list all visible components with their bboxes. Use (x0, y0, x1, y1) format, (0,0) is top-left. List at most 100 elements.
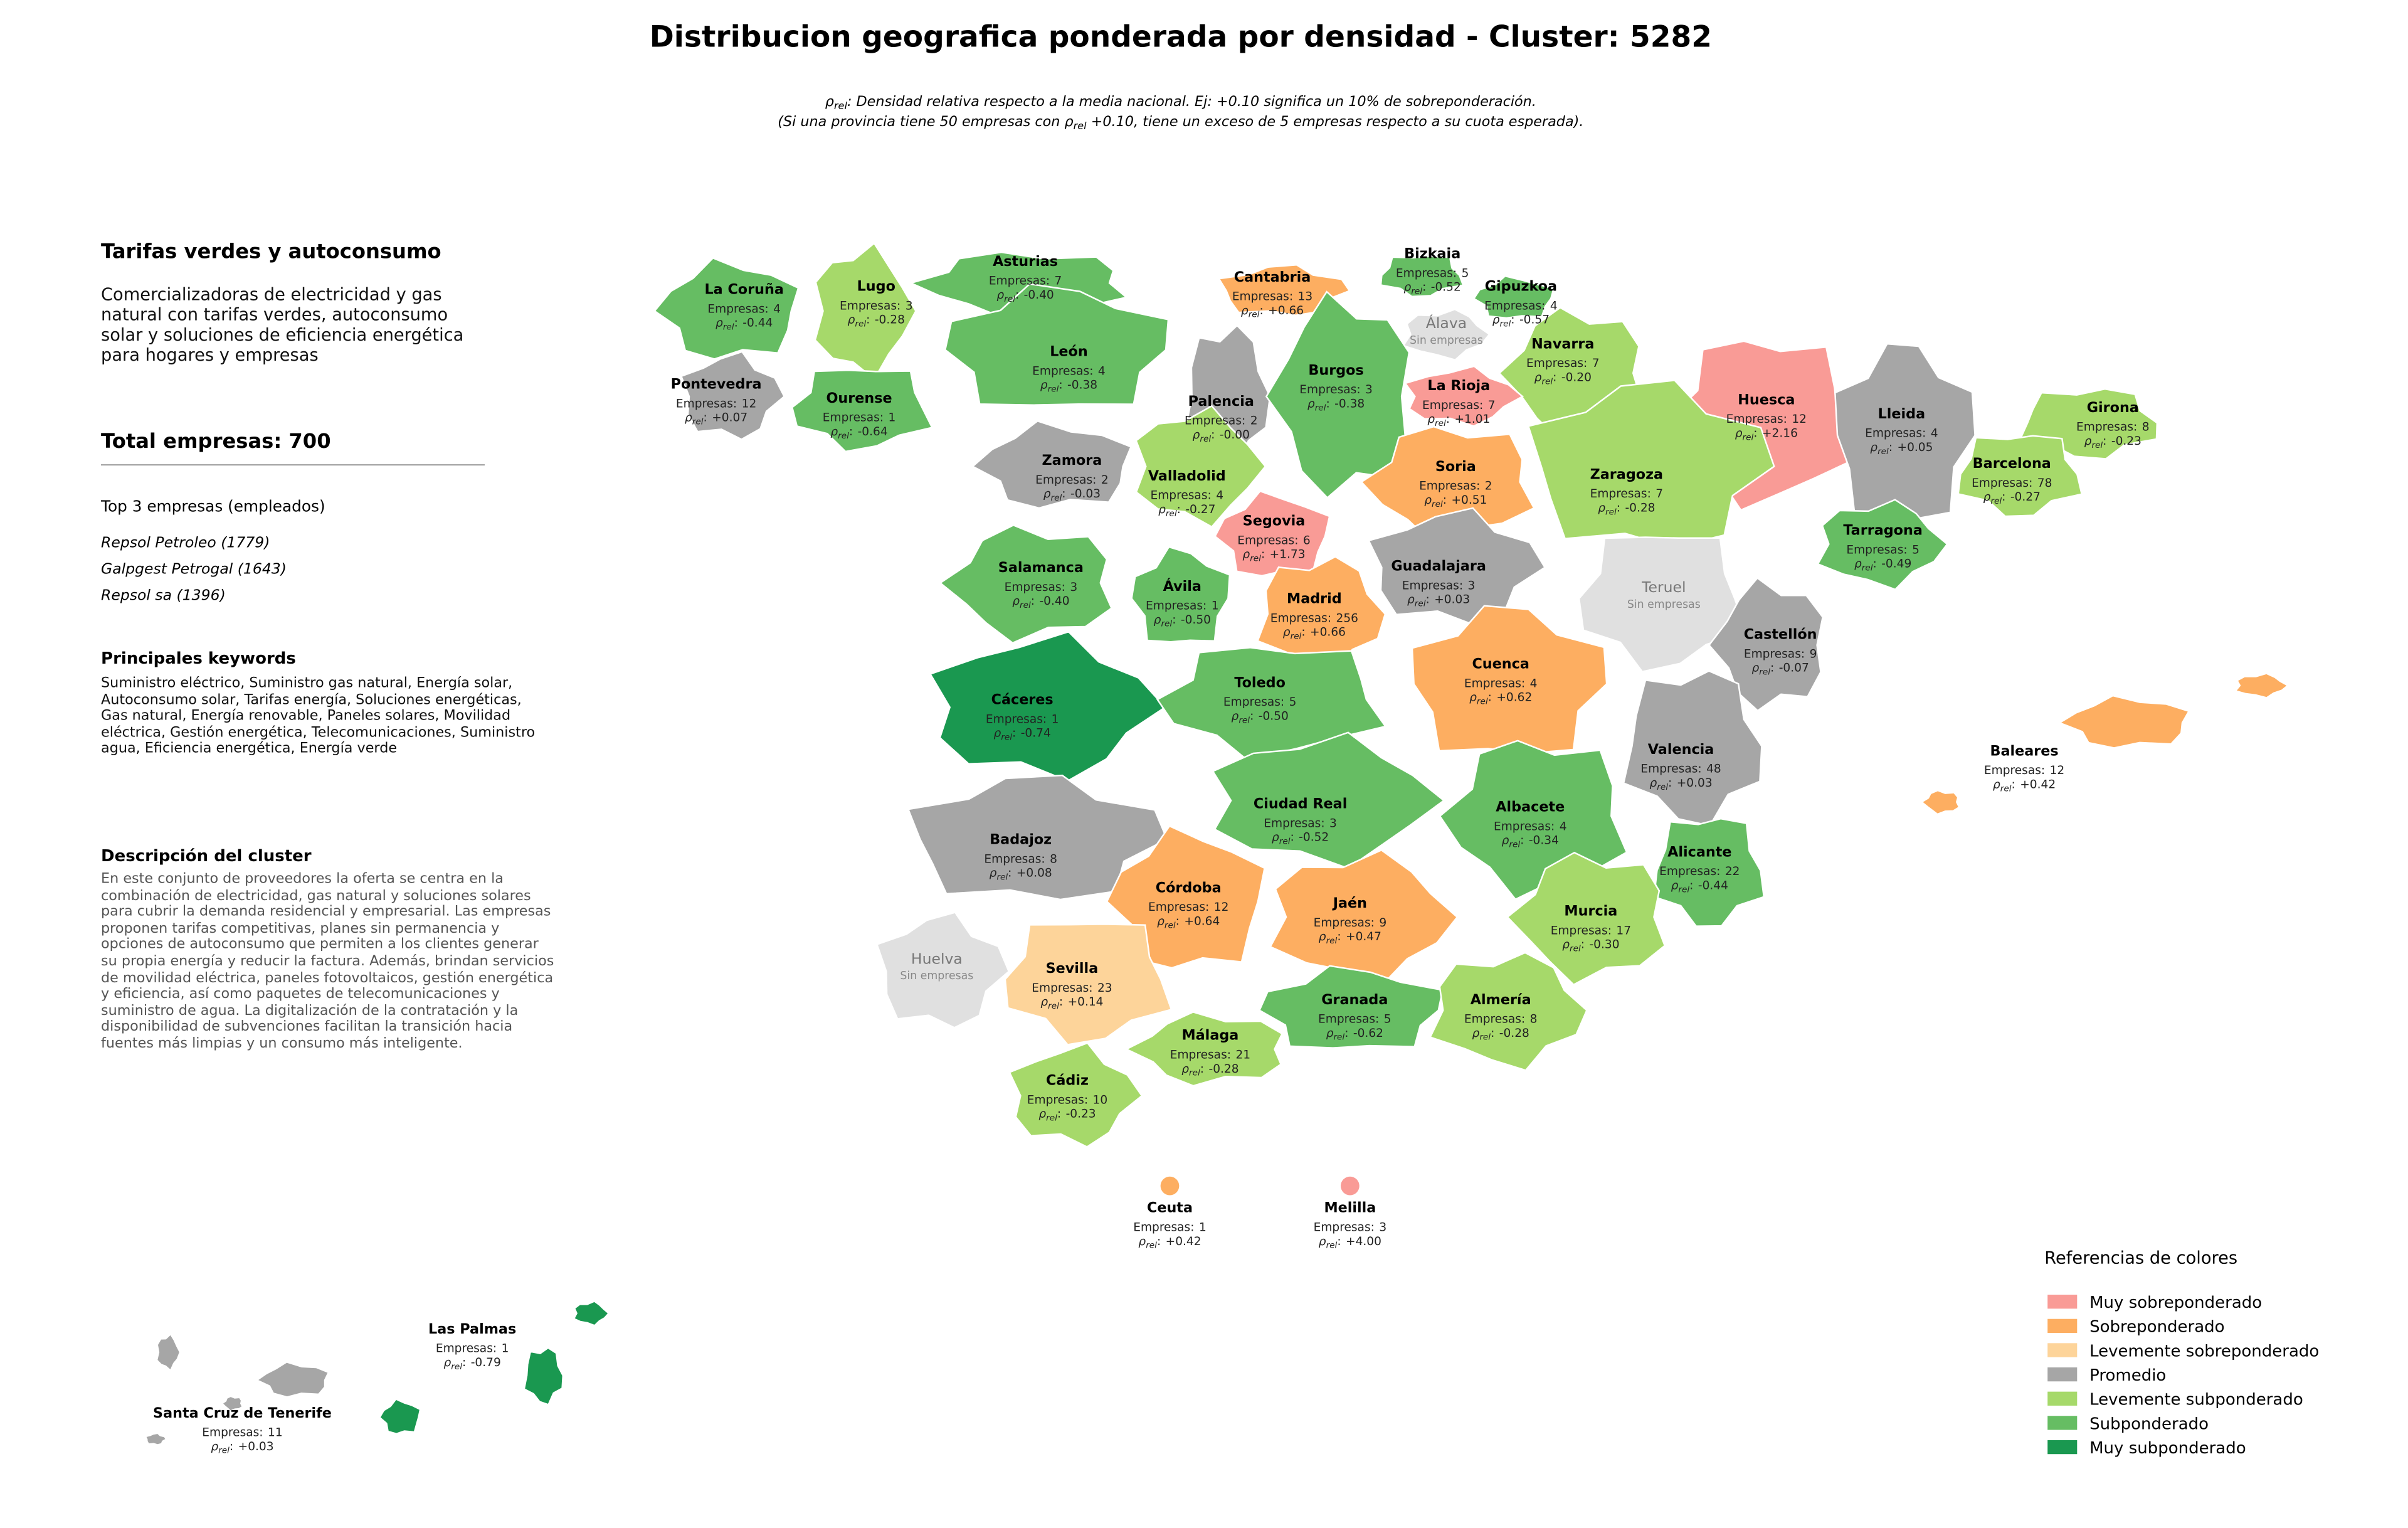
rho-value: +0.42 (2020, 778, 2056, 791)
rho-value: -0.03 (1070, 487, 1101, 501)
province-name: Valladolid (1148, 468, 1226, 484)
rho-sep: : (1426, 593, 1430, 607)
rho-sub: rel (1862, 563, 1873, 573)
count-label: Empresas: (986, 713, 1047, 726)
panel-heading: Tarifas verdes y autoconsumo (101, 240, 441, 263)
rho-symbol: ρ (1181, 1063, 1189, 1076)
count-value: 22 (1725, 865, 1740, 878)
legend-label: Subponderado (2089, 1414, 2209, 1433)
count-value: 1 (1052, 713, 1059, 726)
province-count: Empresas: 7 (989, 275, 1062, 288)
rho-sep: : (1059, 379, 1062, 392)
count-label: Empresas: (1726, 413, 1787, 426)
count-label: Empresas: (1270, 612, 1331, 625)
count-label: Empresas: (202, 1426, 263, 1439)
count-label: Empresas: (1494, 820, 1555, 833)
province-count: Empresas: 1 (1146, 599, 1219, 612)
legend-swatch (2047, 1367, 2078, 1382)
rho-symbol: ρ (1064, 114, 1073, 130)
rho-value: -0.52 (1299, 831, 1329, 844)
subtitle-text: : Densidad relativa respecto a la media … (847, 93, 1536, 110)
rho-sub: rel (1189, 1068, 1200, 1078)
province-count: Empresas: 13 (1232, 290, 1312, 303)
province-count: Empresas: 2 (1035, 474, 1109, 487)
count-label: Empresas: (1170, 1048, 1231, 1061)
province-area (814, 241, 917, 381)
count-label: Empresas: (1422, 399, 1483, 412)
rho-symbol: ρ (1870, 441, 1877, 454)
count-label: Empresas: (1318, 1012, 1379, 1026)
rho-symbol: ρ (1404, 281, 1412, 294)
rho-sep: : (1301, 626, 1305, 639)
province-count: Empresas: 7 (1422, 399, 1496, 412)
province-name: Navarra (1531, 336, 1594, 352)
legend-title: Referencias de colores (2044, 1248, 2237, 1268)
rho-sub: rel (1074, 120, 1087, 132)
rho-sep: : (1446, 413, 1450, 426)
province-name: Madrid (1287, 591, 1342, 607)
rho-sub: rel (1435, 418, 1446, 428)
province-name: Las Palmas (428, 1321, 516, 1337)
rho-symbol: ρ (1649, 777, 1657, 790)
province-rho: ρrel: +2.16 (1735, 427, 1798, 443)
rho-sub: rel (1678, 884, 1689, 894)
count-value: 2 (1485, 480, 1492, 493)
province-count: Empresas: 10 (1027, 1093, 1107, 1106)
rho-value: -0.40 (1024, 289, 1054, 302)
island-area (156, 1333, 181, 1372)
rho-sep: : (1015, 289, 1019, 302)
count-value: 256 (1336, 612, 1358, 625)
rho-sep: : (230, 1440, 233, 1453)
province-area (1411, 605, 1608, 755)
count-label: Empresas: (1396, 267, 1457, 280)
no-data-label: Sin empresas (1627, 598, 1701, 611)
province-name: Burgos (1308, 362, 1363, 378)
top-item: Repsol sa (1396) (101, 586, 226, 604)
province-count: Empresas: 78 (1972, 477, 2052, 490)
rho-value: -0.38 (1334, 397, 1365, 410)
rho-symbol: ρ (1158, 503, 1166, 516)
province-name: Ciudad Real (1254, 796, 1348, 812)
rho-symbol: ρ (848, 314, 855, 327)
rho-symbol: ρ (1854, 558, 1862, 571)
count-label: Empresas: (676, 397, 737, 410)
count-label: Empresas: (1150, 489, 1211, 502)
count-label: Empresas: (1846, 543, 1907, 556)
rho-symbol: ρ (1040, 995, 1048, 1009)
count-value: 4 (1216, 489, 1223, 502)
legend-swatch (2047, 1416, 2078, 1430)
rho-symbol: ρ (1043, 487, 1051, 501)
rho-sep: : (1491, 1027, 1494, 1040)
rho-symbol: ρ (1983, 491, 1991, 504)
rho-sep: : (1250, 709, 1254, 723)
rho-value: -0.28 (875, 314, 905, 327)
rho-symbol: ρ (1502, 834, 1509, 847)
rho-sep: : (1261, 548, 1265, 561)
rho-sep: : (1617, 501, 1620, 514)
province-rho: ρrel: +0.47 (1319, 930, 1381, 946)
count-value: 5 (1384, 1012, 1391, 1026)
rho-value: +0.07 (712, 411, 747, 425)
rho-sep: : (2012, 778, 2015, 791)
province-rho: ρrel: +0.03 (1407, 593, 1470, 609)
rho-sep: : (1290, 831, 1294, 844)
rho-sub: rel (1326, 936, 1338, 946)
count-value: 17 (1616, 924, 1631, 937)
count-label: Empresas: (823, 411, 884, 425)
rho-symbol: ρ (1993, 778, 2000, 791)
count-value: 12 (1214, 901, 1229, 914)
rho-sub: rel (1291, 632, 1302, 642)
count-value: 4 (773, 302, 781, 316)
province-name: Ávila (1163, 577, 1201, 595)
province-area (523, 1347, 564, 1406)
count-value: 1 (502, 1342, 509, 1356)
count-label: Empresas: (1032, 982, 1092, 995)
province-area (907, 774, 1168, 901)
count-value: 12 (2050, 764, 2065, 777)
rho-value: -0.28 (1499, 1027, 1529, 1040)
province-rho: ρrel: +0.03 (211, 1440, 273, 1456)
province-area (1008, 1042, 1143, 1148)
province-name: Segovia (1243, 513, 1306, 529)
count-value: 48 (1706, 763, 1721, 776)
rho-value: +2.16 (1762, 427, 1798, 440)
